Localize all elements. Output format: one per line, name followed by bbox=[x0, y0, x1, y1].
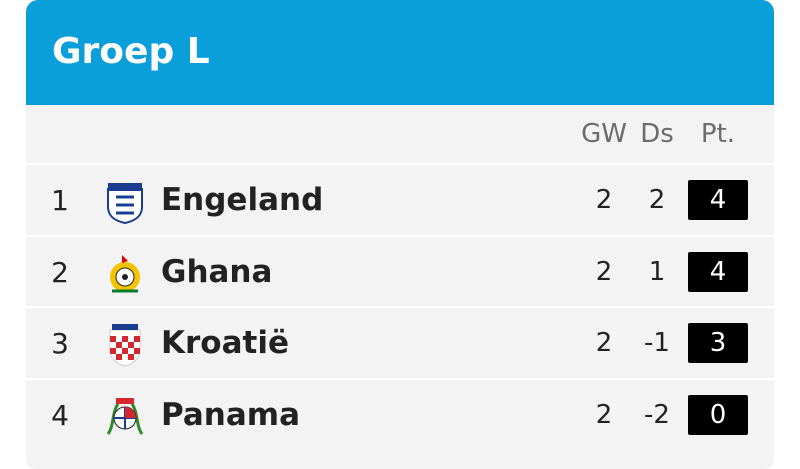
rank: 2 bbox=[51, 255, 69, 289]
team-logo bbox=[104, 179, 146, 229]
team-logo bbox=[104, 251, 146, 301]
goal-difference: -2 bbox=[644, 399, 670, 430]
team-name: Panama bbox=[161, 396, 301, 433]
rank: 3 bbox=[51, 327, 69, 360]
header: Groep L bbox=[26, 0, 774, 105]
table-row: 4 Panama 2 -2 0 bbox=[26, 377, 774, 451]
team-name: Kroatië bbox=[161, 325, 289, 361]
team-logo bbox=[104, 394, 146, 444]
table-row: 1 Engeland 2 2 4 bbox=[26, 163, 774, 236]
crest bbox=[106, 397, 144, 435]
games-played: 2 bbox=[595, 256, 613, 287]
games-played: 2 bbox=[595, 328, 613, 358]
standings-card: Groep L GW Ds Pt. 1 Engeland 2 2 4 2 Ghana 2 1 4 3… bbox=[26, 0, 774, 469]
column-header: GW bbox=[581, 119, 627, 149]
column-header: Ds bbox=[640, 119, 674, 149]
rank: 4 bbox=[51, 398, 69, 432]
team-logo bbox=[104, 322, 146, 372]
group-title: Groep L bbox=[52, 31, 210, 72]
points: 4 bbox=[688, 180, 748, 220]
goal-difference: -1 bbox=[644, 328, 670, 358]
points: 4 bbox=[688, 251, 748, 292]
table-row: 2 Ghana 2 1 4 bbox=[26, 234, 774, 308]
points: 3 bbox=[688, 323, 748, 363]
rank: 1 bbox=[51, 184, 69, 217]
games-played: 2 bbox=[595, 185, 613, 215]
crest bbox=[110, 254, 140, 292]
column-header: Pt. bbox=[700, 119, 736, 149]
goal-difference: 2 bbox=[648, 185, 666, 215]
games-played: 2 bbox=[595, 399, 613, 430]
crest bbox=[107, 183, 143, 225]
points: 0 bbox=[688, 394, 748, 435]
goal-difference: 1 bbox=[648, 256, 666, 287]
team-name: Ghana bbox=[161, 253, 273, 290]
crest bbox=[109, 324, 141, 367]
table-row: 3 Kroatië 2 -1 3 bbox=[26, 306, 774, 379]
team-name: Engeland bbox=[161, 182, 324, 218]
